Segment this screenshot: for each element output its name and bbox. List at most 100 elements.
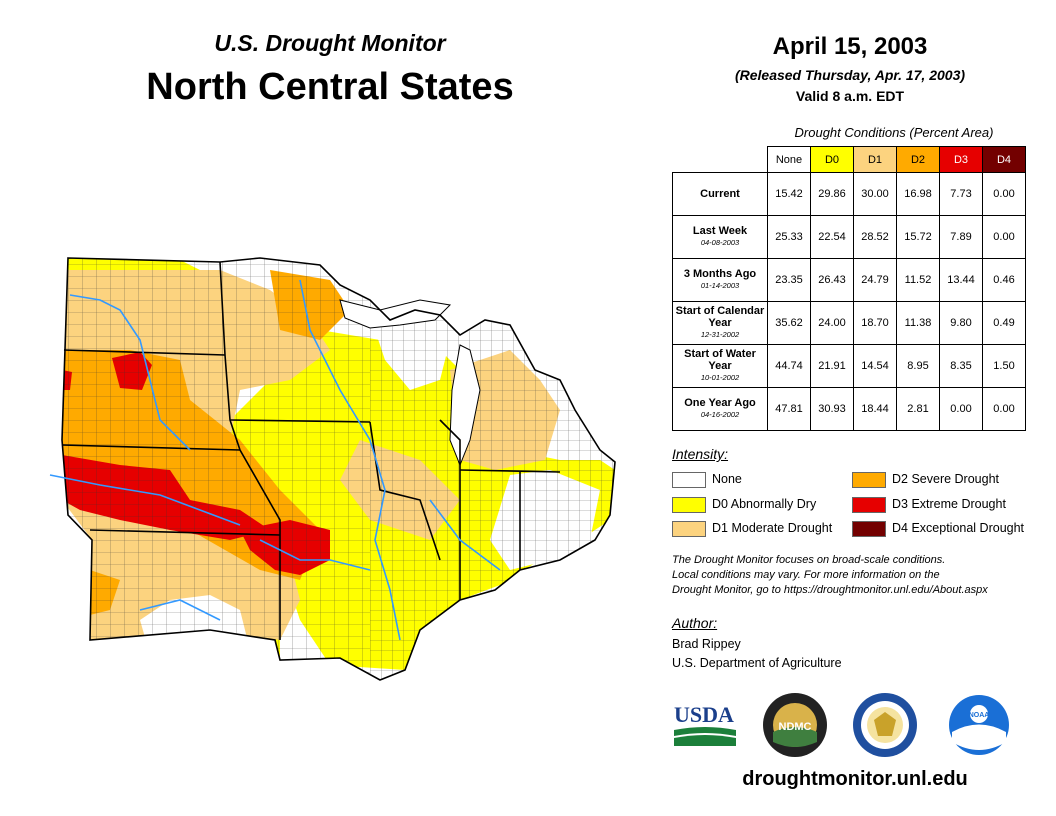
- monitor-title: U.S. Drought Monitor: [214, 30, 446, 56]
- table-cell: 0.46: [982, 258, 1026, 302]
- table-cell: 44.74: [767, 344, 811, 388]
- drought-map: [49, 257, 616, 681]
- table-cell: 30.00: [853, 172, 897, 216]
- commerce-seal-logo: [853, 693, 917, 757]
- website-link[interactable]: droughtmonitor.unl.edu: [742, 768, 968, 790]
- disclaimer-note: The Drought Monitor focuses on broad-sca…: [672, 553, 1052, 598]
- legend-item-d3: D3 Extreme Drought: [852, 496, 1006, 513]
- legend-item-d1: D1 Moderate Drought: [672, 520, 833, 537]
- table-cell: 24.79: [853, 258, 897, 302]
- table-cell: 29.86: [810, 172, 854, 216]
- row-label: Last Week 04-08-2003: [672, 215, 768, 259]
- table-row: Start of Water Year 10-01-2002 44.74 21.9…: [672, 344, 1026, 388]
- legend-swatch: [672, 496, 706, 513]
- table-cell: 18.44: [853, 387, 897, 431]
- table-row: Current 15.42 29.86 30.00 16.98 7.73 0.0…: [672, 172, 1026, 216]
- col-header-d1: D1: [853, 146, 897, 173]
- legend-title: Intensity:: [672, 446, 729, 462]
- note-line: Drought Monitor, go to https://droughtmo…: [672, 584, 988, 596]
- table-cell: 47.81: [767, 387, 811, 431]
- table-row: Start of Calendar Year 12-31-2002 35.62 2…: [672, 301, 1026, 345]
- table-cell: 11.52: [896, 258, 940, 302]
- table-cell: 0.00: [939, 387, 983, 431]
- legend-swatch: [852, 520, 886, 537]
- legend-label: None: [712, 472, 742, 486]
- noaa-logo: NOAA: [949, 695, 1009, 755]
- table-cell: 23.35: [767, 258, 811, 302]
- drought-conditions-table: None D0 D1 D2 D3 D4 Current 15.42 29.86 …: [672, 146, 1026, 431]
- lake-michigan: [449, 344, 481, 467]
- table-cell: 8.35: [939, 344, 983, 388]
- table-row: Last Week 04-08-2003 25.33 22.54 28.52 15…: [672, 215, 1026, 259]
- table-cell: 26.43: [810, 258, 854, 302]
- table-caption: Drought Conditions (Percent Area): [794, 125, 994, 140]
- row-label: One Year Ago 04-16-2002: [672, 387, 768, 431]
- legend-item-none: None: [672, 471, 742, 488]
- row-sublabel: 01-14-2003: [700, 281, 740, 290]
- table-cell: 18.70: [853, 301, 897, 345]
- legend-swatch: [672, 520, 706, 537]
- table-cell: 7.89: [939, 215, 983, 259]
- legend-swatch: [852, 496, 886, 513]
- legend-label: D2 Severe Drought: [892, 472, 1000, 486]
- table-cell: 14.54: [853, 344, 897, 388]
- table-cell: 22.54: [810, 215, 854, 259]
- legend-label: D3 Extreme Drought: [892, 497, 1006, 511]
- legend-swatch: [852, 471, 886, 488]
- table-cell: 0.49: [982, 301, 1026, 345]
- row-label: Current: [672, 172, 768, 216]
- row-sublabel: 12-31-2002: [700, 330, 740, 339]
- legend-item-d4: D4 Exceptional Drought: [852, 520, 1025, 537]
- release-date: (Released Thursday, Apr. 17, 2003): [734, 67, 966, 83]
- note-line: The Drought Monitor focuses on broad-sca…: [672, 554, 946, 566]
- table-cell: 11.38: [896, 301, 940, 345]
- table-row: 3 Months Ago 01-14-2003 23.35 26.43 24.79…: [672, 258, 1026, 302]
- row-label: 3 Months Ago 01-14-2003: [672, 258, 768, 302]
- region-title: North Central States: [146, 66, 514, 108]
- table-cell: 25.33: [767, 215, 811, 259]
- noaa-logo-text: NOAA: [969, 712, 990, 719]
- legend-item-d2: D2 Severe Drought: [852, 471, 1000, 488]
- legend-label: D0 Abnormally Dry: [712, 497, 817, 511]
- row-sublabel: 04-16-2002: [700, 410, 740, 419]
- table-cell: 0.00: [982, 387, 1026, 431]
- table-cell: 9.80: [939, 301, 983, 345]
- author-org: U.S. Department of Agriculture: [672, 656, 842, 670]
- table-cell: 15.72: [896, 215, 940, 259]
- col-header-d4: D4: [982, 146, 1026, 173]
- legend-swatch: [672, 471, 706, 488]
- lake-superior: [339, 299, 452, 329]
- col-header-d0: D0: [810, 146, 854, 173]
- table-cell: 1.50: [982, 344, 1026, 388]
- author-title: Author:: [672, 615, 718, 631]
- table-cell: 16.98: [896, 172, 940, 216]
- table-cell: 24.00: [810, 301, 854, 345]
- row-label: Start of Water Year 10-01-2002: [672, 344, 768, 388]
- row-sublabel: 10-01-2002: [700, 373, 740, 382]
- legend-item-d0: D0 Abnormally Dry: [672, 496, 817, 513]
- col-header-d2: D2: [896, 146, 940, 173]
- ndmc-logo: NDMC: [763, 693, 827, 757]
- usda-logo-text: USDA: [674, 702, 734, 727]
- legend-label: D1 Moderate Drought: [712, 521, 833, 535]
- usda-logo: USDA: [674, 702, 736, 746]
- row-label: Start of Calendar Year 12-31-2002: [672, 301, 768, 345]
- legend-label: D4 Exceptional Drought: [892, 521, 1025, 535]
- note-line: Local conditions may vary. For more info…: [672, 569, 940, 581]
- table-header-row: None D0 D1 D2 D3 D4: [673, 146, 1026, 173]
- table-cell: 15.42: [767, 172, 811, 216]
- table-cell: 0.00: [982, 215, 1026, 259]
- table-cell: 2.81: [896, 387, 940, 431]
- table-cell: 30.93: [810, 387, 854, 431]
- table-cell: 21.91: [810, 344, 854, 388]
- row-sublabel: 04-08-2003: [700, 238, 740, 247]
- table-cell: 35.62: [767, 301, 811, 345]
- table-cell: 28.52: [853, 215, 897, 259]
- table-cell: 8.95: [896, 344, 940, 388]
- col-header-d3: D3: [939, 146, 983, 173]
- table-cell: 0.00: [982, 172, 1026, 216]
- table-corner: [673, 147, 768, 173]
- col-header-none: None: [767, 146, 811, 173]
- table-cell: 13.44: [939, 258, 983, 302]
- valid-time: Valid 8 a.m. EDT: [795, 88, 905, 104]
